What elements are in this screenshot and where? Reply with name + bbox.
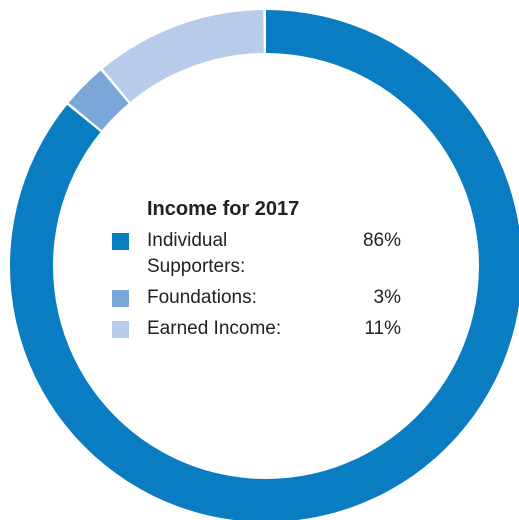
legend-swatch-earned-income — [112, 321, 129, 338]
chart-title: Income for 2017 — [147, 198, 300, 220]
legend-value-foundations: 3% — [373, 287, 401, 308]
legend-item-earned-income: Earned Income: 11% — [112, 316, 432, 342]
donut-slice-foundations — [68, 70, 129, 131]
legend-swatch-foundations — [112, 290, 129, 307]
legend-value-individual-supporters: 86% — [362, 230, 401, 251]
legend-swatch-individual-supporters — [112, 233, 129, 250]
donut-slices — [10, 10, 519, 520]
legend-label-individual-supporters: Individual Supporters: — [147, 230, 246, 277]
legend-value-earned-income: 11% — [364, 318, 401, 339]
legend-label-foundations: Foundations: — [147, 287, 257, 308]
legend-item-foundations: Foundations: 3% — [112, 285, 432, 311]
legend-label-earned-income: Earned Income: — [147, 318, 282, 339]
legend-item-individual-supporters: Individual Supporters: 86% — [112, 228, 432, 280]
donut-slice-earned-income — [102, 10, 264, 102]
chart-legend: Income for 2017 Individual Supporters: 8… — [112, 196, 432, 347]
